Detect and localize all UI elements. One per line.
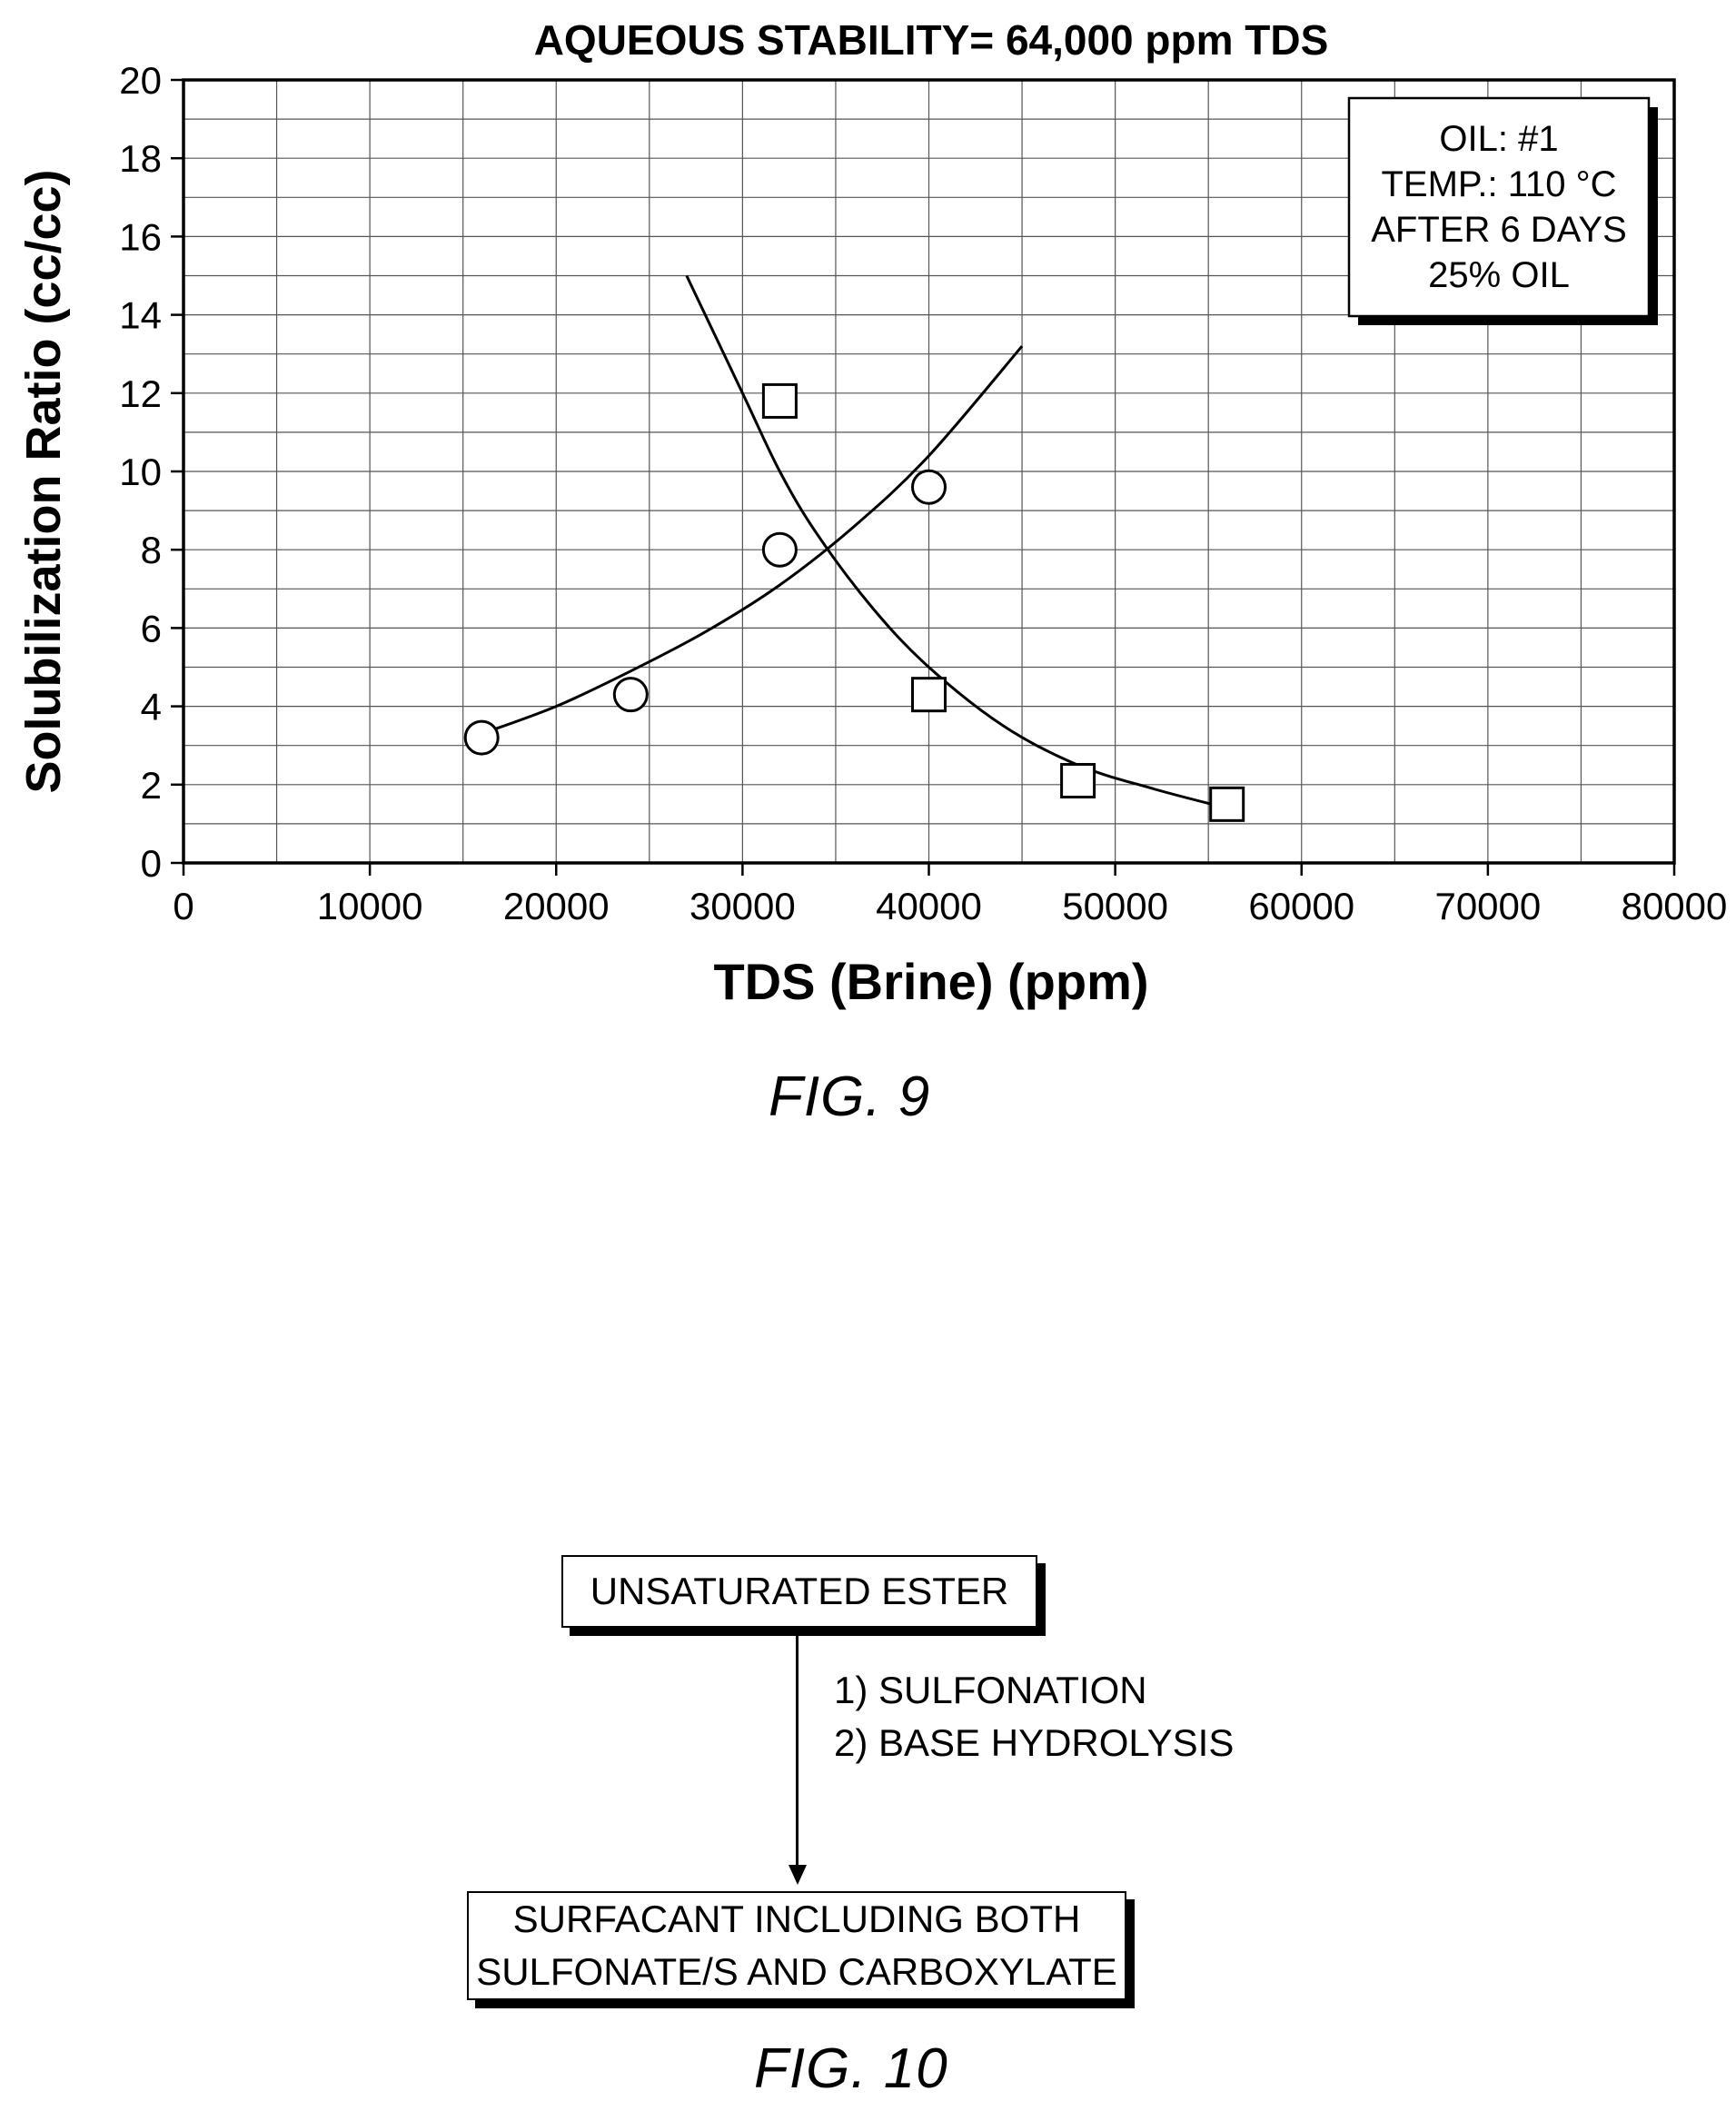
reaction-flow: UNSATURATED ESTER 1) SULFONATION 2) BASE…	[0, 1508, 1736, 2100]
square-data-point	[1209, 786, 1245, 822]
x-tick-label: 10000	[317, 885, 423, 927]
start-box: UNSATURATED ESTER	[561, 1555, 1037, 1628]
y-tick-label: 0	[141, 842, 162, 885]
y-tick-label: 4	[141, 686, 162, 728]
x-tick-label: 70000	[1434, 885, 1541, 927]
y-tick-label: 20	[119, 59, 162, 102]
legend-line: OIL: #1	[1439, 119, 1558, 159]
end-box: SURFACANT INCLUDING BOTH SULFONATE/S AND…	[467, 1891, 1126, 2000]
x-tick-label: 30000	[689, 885, 796, 927]
fit-curve-2	[685, 274, 1228, 810]
fig10-label: FIG. 10	[754, 2037, 948, 2100]
legend-frame	[1347, 96, 1651, 318]
x-tick-label: 80000	[1622, 885, 1728, 927]
start-label: UNSATURATED ESTER	[590, 1570, 1009, 1612]
chart-title: AQUEOUS STABILITY= 64,000 ppm TDS	[534, 16, 1329, 64]
x-tick-label: 20000	[503, 885, 610, 927]
y-tick-label: 18	[119, 137, 162, 180]
y-tick-label: 2	[141, 764, 162, 807]
y-tick-label: 16	[119, 215, 162, 258]
arrow-shaft	[796, 1626, 799, 1867]
arrow-head	[789, 1865, 807, 1885]
end-label-line-2: SULFONATE/S AND CARBOXYLATE	[476, 1950, 1117, 1993]
y-tick-label: 10	[119, 451, 162, 493]
legend-line: 25% OIL	[1428, 255, 1570, 295]
x-tick-label: 50000	[1062, 885, 1168, 927]
y-tick-label: 12	[119, 372, 162, 415]
square-data-point	[761, 382, 798, 419]
fit-curves	[481, 274, 1228, 810]
legend-box: OIL: #1 TEMP.: 110 °C AFTER 6 DAYS 25% OIL	[1347, 96, 1658, 325]
x-tick-label: 60000	[1248, 885, 1354, 927]
chart-axes	[171, 78, 1676, 876]
data-points	[463, 382, 1245, 822]
square-data-point	[911, 677, 947, 713]
x-tick-label: 40000	[876, 885, 982, 927]
solubilization-chart: 0 10000 20000 30000 40000 50000 60000 70000 8000…	[16, 16, 1727, 1010]
step-1: 1) SULFONATION	[834, 1669, 1147, 1711]
y-tick-label: 14	[119, 294, 162, 337]
y-axis-label: Solubilization Ratio (cc/cc)	[16, 169, 71, 793]
x-axis-label: TDS (Brine) (ppm)	[713, 953, 1148, 1010]
circle-data-point	[612, 677, 649, 713]
square-data-point	[1060, 762, 1096, 798]
step-2: 2) BASE HYDROLYSIS	[834, 1721, 1235, 1764]
tick-labels: 0 10000 20000 30000 40000 50000 60000 70000 8000…	[119, 59, 1727, 927]
circle-data-point	[761, 531, 798, 568]
y-tick-label: 6	[141, 607, 162, 649]
y-tick-label: 8	[141, 529, 162, 571]
x-tick-label: 0	[173, 885, 193, 927]
circle-data-point	[911, 469, 947, 505]
fig9-label: FIG. 9	[769, 1065, 931, 1128]
legend-line: TEMP.: 110 °C	[1381, 164, 1616, 204]
circle-data-point	[463, 719, 500, 756]
fit-curve-1	[481, 345, 1024, 736]
legend-line: AFTER 6 DAYS	[1371, 210, 1627, 250]
end-label-line-1: SURFACANT INCLUDING BOTH	[512, 1898, 1081, 1940]
